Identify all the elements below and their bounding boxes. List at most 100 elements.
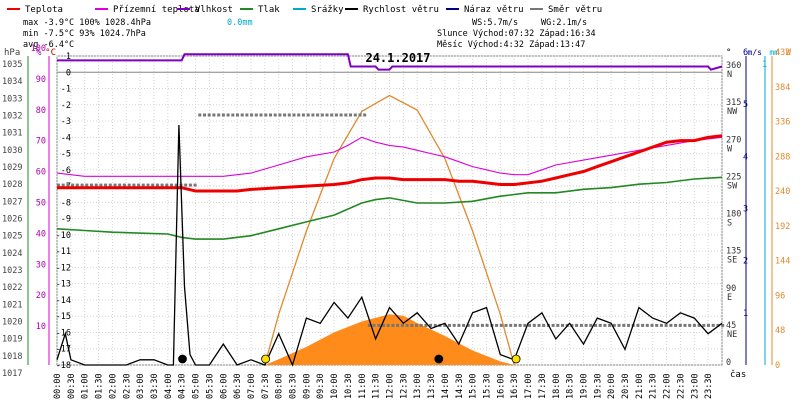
stat-avg: avg -6.4°C: [23, 40, 74, 50]
direction-mark: [589, 323, 593, 327]
tick-time: 19:00: [579, 373, 589, 399]
direction-mark: [207, 113, 211, 117]
tick-percent: 30: [36, 260, 46, 270]
direction-mark: [396, 323, 400, 327]
tick-time: 15:00: [469, 373, 479, 399]
direction-mark: [363, 113, 367, 117]
tick-time: 07:30: [261, 373, 271, 399]
direction-mark: [518, 323, 522, 327]
direction-mark: [165, 183, 169, 187]
tick-hpa: 1031: [2, 129, 22, 139]
tick-celsius: -14: [56, 296, 71, 306]
direction-mark: [669, 323, 673, 327]
tick-time: 06:30: [233, 373, 243, 399]
tick-time: 11:00: [358, 373, 368, 399]
direction-mark: [683, 323, 687, 327]
direction-mark: [155, 183, 159, 187]
direction-mark: [707, 323, 710, 327]
direction-mark: [57, 183, 60, 187]
direction-mark: [122, 183, 126, 187]
tick-time: 00:00: [53, 373, 63, 399]
tick-direction: 360: [726, 61, 741, 71]
direction-mark: [85, 183, 89, 187]
direction-mark: [419, 323, 423, 327]
direction-mark: [721, 323, 725, 327]
tick-hpa: 1025: [2, 232, 22, 242]
tick-solar: 336: [775, 118, 790, 128]
tick-hpa: 1033: [2, 94, 22, 104]
tick-direction: 180: [726, 210, 741, 220]
direction-mark: [476, 323, 480, 327]
axis-celsius-label: °C: [45, 48, 56, 58]
tick-celsius: -6: [61, 166, 71, 176]
series-wind-speed: [56, 124, 723, 367]
tick-time: 09:30: [316, 373, 326, 399]
tick-time: 10:00: [330, 373, 340, 399]
direction-mark: [174, 183, 178, 187]
direction-mark: [353, 113, 357, 117]
tick-time: 05:00: [192, 373, 202, 399]
stat-max-rain: 0.0mm: [227, 18, 253, 28]
series-temperature: [57, 134, 723, 193]
tick-direction: 225: [726, 172, 741, 182]
tick-hpa: 1027: [2, 197, 22, 207]
tick-time: 22:00: [663, 373, 673, 399]
tick-direction-name: W: [727, 144, 733, 154]
tick-hpa: 1030: [2, 146, 22, 156]
direction-mark: [466, 323, 470, 327]
direction-mark: [537, 323, 541, 327]
direction-mark: [71, 183, 75, 187]
axis-rain-label: mm: [769, 48, 779, 57]
tick-percent: 100: [31, 44, 46, 54]
direction-mark: [75, 183, 79, 187]
tick-time: 11:30: [372, 373, 382, 399]
direction-mark: [702, 323, 706, 327]
tick-hpa: 1028: [2, 180, 22, 190]
direction-mark: [659, 323, 663, 327]
direction-mark: [542, 323, 546, 327]
direction-mark: [339, 113, 343, 117]
legend-label: Srážky: [311, 5, 344, 15]
tick-celsius: -4: [61, 133, 71, 143]
direction-mark: [287, 113, 291, 117]
direction-mark: [273, 113, 277, 117]
legend-label: Tlak: [258, 5, 280, 15]
solar-area: [264, 314, 515, 365]
tick-wind: 6: [743, 48, 748, 58]
direction-mark: [108, 183, 112, 187]
direction-mark: [245, 113, 249, 117]
direction-mark: [400, 323, 404, 327]
tick-time: 15:30: [482, 373, 492, 399]
direction-mark: [236, 113, 239, 117]
direction-mark: [113, 183, 117, 187]
direction-mark: [146, 183, 150, 187]
direction-mark: [316, 113, 320, 117]
tick-hpa: 1017: [2, 369, 22, 379]
stat-min: min -7.5°C 93% 1024.7hPa: [23, 29, 146, 39]
direction-mark: [716, 323, 720, 327]
tick-time: 10:30: [344, 373, 354, 399]
direction-mark: [711, 323, 715, 327]
direction-mark: [141, 183, 145, 187]
tick-celsius: -3: [61, 117, 71, 127]
tick-celsius: 1: [66, 52, 71, 62]
direction-mark: [278, 113, 282, 117]
tick-direction-name: SW: [727, 181, 738, 191]
series-humidity: [57, 53, 723, 71]
direction-mark: [462, 323, 466, 327]
direction-mark: [617, 323, 621, 327]
tick-hpa: 1026: [2, 215, 22, 225]
direction-mark: [306, 113, 310, 117]
tick-time: 12:30: [399, 373, 409, 399]
series-pressure: [56, 176, 723, 240]
tick-time: 18:00: [552, 373, 562, 399]
direction-mark: [504, 323, 508, 327]
moon-rise-marker: [178, 354, 187, 364]
tick-percent: 50: [36, 199, 46, 209]
direction-mark: [367, 323, 371, 327]
tick-hpa: 1032: [2, 112, 22, 122]
axis-hpa-label: hPa: [4, 48, 20, 58]
tick-time: 18:30: [566, 373, 576, 399]
direction-mark: [551, 323, 555, 327]
